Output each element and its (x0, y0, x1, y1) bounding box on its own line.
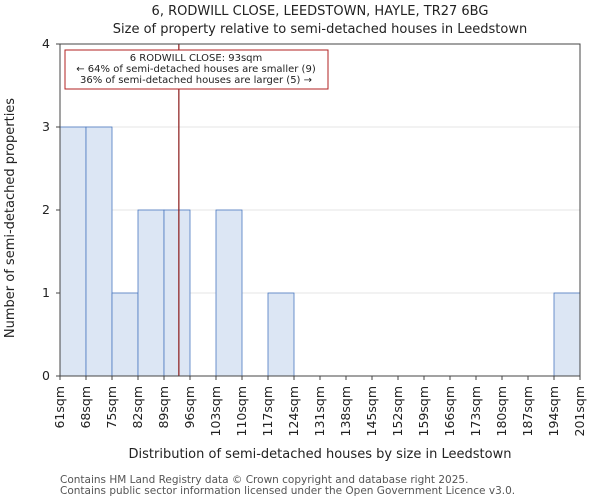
y-tick-layer: 0 1 2 3 4 (42, 36, 60, 383)
x-tick-label-145sqm: 145sqm (364, 386, 379, 436)
x-tick-label-61sqm: 61sqm (52, 386, 67, 429)
footer-line-2: Contains public sector information licen… (60, 485, 515, 497)
x-tick-label-138sqm: 138sqm (338, 386, 353, 436)
x-tick-label-201sqm: 201sqm (572, 386, 587, 436)
y-axis-label: Number of semi-detached properties (3, 98, 18, 338)
bar-89sqm (163, 209, 191, 377)
x-tick-label-194sqm: 194sqm (546, 386, 561, 436)
y-tick-label-1: 1 (42, 285, 50, 300)
x-tick-label-110sqm: 110sqm (234, 386, 249, 436)
bar-103sqm (215, 209, 243, 377)
x-tick-label-152sqm: 152sqm (390, 386, 405, 436)
x-tick-label-131sqm: 131sqm (312, 386, 327, 436)
annotation-box: 6 RODWILL CLOSE: 93sqm ← 64% of semi-det… (64, 49, 329, 90)
y-tick-label-0: 0 (42, 368, 50, 383)
x-tick-layer: 61sqm 68sqm 75sqm 82sqm 89sqm 96sqm 103sqm 110s… (52, 376, 587, 436)
x-tick-label-124sqm: 124sqm (286, 386, 301, 436)
bar-117sqm (267, 292, 295, 377)
bar-194sqm (553, 292, 581, 377)
x-tick-label-159sqm: 159sqm (416, 386, 431, 436)
x-tick-label-103sqm: 103sqm (208, 386, 223, 436)
x-tick-label-180sqm: 180sqm (494, 386, 509, 436)
x-tick-label-173sqm: 173sqm (468, 386, 483, 436)
x-tick-label-75sqm: 75sqm (104, 386, 119, 429)
x-tick-label-117sqm: 117sqm (260, 386, 275, 436)
x-tick-label-82sqm: 82sqm (130, 386, 145, 429)
x-tick-label-96sqm: 96sqm (182, 386, 197, 429)
annotation-line-3: 36% of semi-detached houses are larger (… (80, 75, 312, 86)
chart-title: 6, RODWILL CLOSE, LEEDSTOWN, HAYLE, TR27… (152, 4, 489, 19)
bar-layer (59, 126, 581, 377)
y-tick-label-2: 2 (42, 202, 50, 217)
bar-61sqm (59, 126, 87, 377)
bar-82sqm (137, 209, 165, 377)
footer-line-1: Contains HM Land Registry data © Crown c… (60, 474, 468, 486)
y-tick-label-4: 4 (42, 36, 50, 51)
x-tick-label-68sqm: 68sqm (78, 386, 93, 429)
bar-75sqm (111, 292, 139, 377)
annotation-line-1: 6 RODWILL CLOSE: 93sqm (130, 53, 263, 64)
annotation-line-2: ← 64% of semi-detached houses are smalle… (76, 64, 316, 75)
chart-subtitle: Size of property relative to semi-detach… (113, 22, 527, 37)
x-tick-label-187sqm: 187sqm (520, 386, 535, 436)
x-axis-label: Distribution of semi-detached houses by … (129, 447, 512, 462)
x-tick-label-89sqm: 89sqm (156, 386, 171, 429)
y-tick-label-3: 3 (42, 119, 50, 134)
x-tick-label-166sqm: 166sqm (442, 386, 457, 436)
bar-68sqm (85, 126, 113, 377)
